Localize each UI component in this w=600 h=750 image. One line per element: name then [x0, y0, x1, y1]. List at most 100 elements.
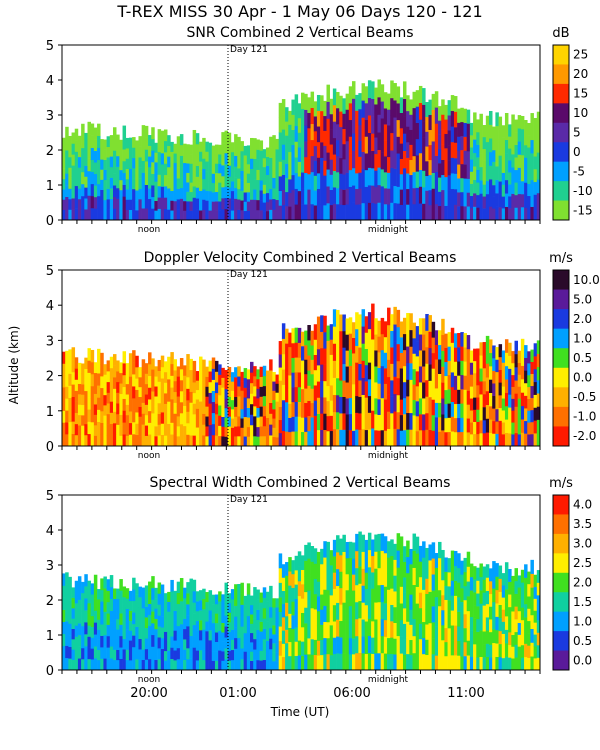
heatmap-cell [278, 190, 283, 206]
heatmap-cell [122, 374, 127, 388]
heatmap-cell [351, 98, 356, 117]
heatmap-cell [530, 166, 534, 181]
heatmap-cell [473, 348, 477, 362]
heatmap-cell [501, 621, 506, 634]
heatmap-cell [406, 412, 410, 430]
heatmap-cell [428, 429, 432, 447]
heatmap-cell [138, 146, 142, 158]
heatmap-cell [90, 373, 95, 387]
heatmap-cell [390, 115, 394, 134]
heatmap-cell [406, 429, 410, 447]
heatmap-cell [463, 641, 468, 657]
heatmap-cell [399, 128, 404, 144]
heatmap-cell [259, 376, 264, 387]
heatmap-cell [336, 568, 340, 587]
heatmap-cell [100, 589, 104, 602]
heatmap-cell [103, 611, 107, 624]
heatmap-cell [441, 549, 445, 566]
heatmap-cell [253, 426, 257, 437]
heatmap-cell [224, 186, 229, 198]
heatmap-cell [74, 162, 79, 175]
heatmap-cell [441, 382, 445, 399]
heatmap-cell [345, 398, 350, 415]
heatmap-cell [237, 648, 241, 660]
heatmap-cell [122, 628, 127, 639]
heatmap-cell [434, 417, 439, 432]
heatmap-cell [253, 376, 257, 387]
heatmap-cell [307, 112, 311, 129]
heatmap-cell [288, 403, 292, 418]
heatmap-cell [122, 386, 127, 399]
heatmap-cell [183, 210, 187, 221]
heatmap-cell [179, 612, 184, 625]
heatmap-cell [402, 413, 407, 431]
heatmap-cell [383, 140, 388, 157]
heatmap-cell [262, 607, 267, 619]
heatmap-cell [332, 394, 337, 413]
heatmap-cell [179, 635, 184, 648]
heatmap-cell [457, 553, 461, 569]
heatmap-cell [530, 433, 534, 447]
colorbar-frame [552, 44, 570, 221]
heatmap-cell [106, 188, 111, 200]
heatmap-cell [336, 309, 340, 328]
heatmap-cell [243, 605, 248, 615]
heatmap-cell [492, 574, 496, 589]
heatmap-cell [186, 637, 190, 649]
heatmap-cell [361, 151, 366, 170]
heatmap-cell [374, 334, 378, 351]
heatmap-cell [281, 353, 286, 370]
heatmap-cell [469, 398, 474, 411]
heatmap-cell [533, 117, 538, 132]
colorbar-tick-label: 0.5 [573, 351, 592, 365]
heatmap-cell [450, 157, 455, 174]
heatmap-cell [402, 81, 407, 100]
heatmap-cell [393, 428, 397, 447]
heatmap-cell [524, 420, 528, 434]
heatmap-cell [192, 624, 197, 637]
heatmap-cell [489, 406, 493, 420]
heatmap-cell [307, 340, 311, 356]
heatmap-cell [199, 620, 203, 631]
heatmap-cell [367, 115, 372, 133]
heatmap-cell [364, 572, 369, 589]
heatmap-cell [170, 399, 174, 412]
heatmap-cell [250, 393, 254, 405]
heatmap-cell [434, 139, 439, 156]
heatmap-cell [285, 387, 289, 403]
heatmap-cell [438, 417, 442, 432]
heatmap-cell [125, 394, 130, 405]
heatmap-cell [520, 657, 525, 671]
heatmap-cell [476, 593, 480, 607]
heatmap-cell [234, 659, 238, 671]
heatmap-cell [173, 162, 178, 173]
heatmap-cell [406, 95, 410, 112]
heatmap-cell [415, 138, 420, 156]
heatmap-cell [84, 187, 88, 199]
heatmap-cell [214, 603, 219, 614]
heatmap-cell [301, 346, 305, 361]
heatmap-cell [326, 101, 330, 119]
heatmap-cell [224, 648, 229, 660]
heatmap-cell [157, 129, 162, 141]
heatmap-cell [355, 429, 359, 447]
heatmap-cell [195, 640, 200, 651]
heatmap-cell [492, 196, 496, 209]
heatmap-cells [62, 531, 541, 671]
heatmap-cell [93, 185, 98, 198]
heatmap-cell [122, 422, 127, 435]
heatmap-cell [425, 608, 429, 625]
heatmap-cell [453, 333, 458, 348]
heatmap-cell [336, 188, 340, 205]
heatmap-cell [304, 638, 308, 655]
heatmap-cell [393, 575, 397, 592]
heatmap-cell [511, 386, 515, 399]
heatmap-cell [272, 616, 276, 626]
heatmap-cell [450, 580, 455, 596]
y-tick-label: 2 [46, 594, 54, 609]
heatmap-cell [514, 194, 518, 208]
colorbar-swatch [553, 387, 569, 408]
heatmap-cell [119, 635, 123, 648]
heatmap-cell [364, 397, 369, 414]
heatmap-cell [269, 167, 273, 179]
